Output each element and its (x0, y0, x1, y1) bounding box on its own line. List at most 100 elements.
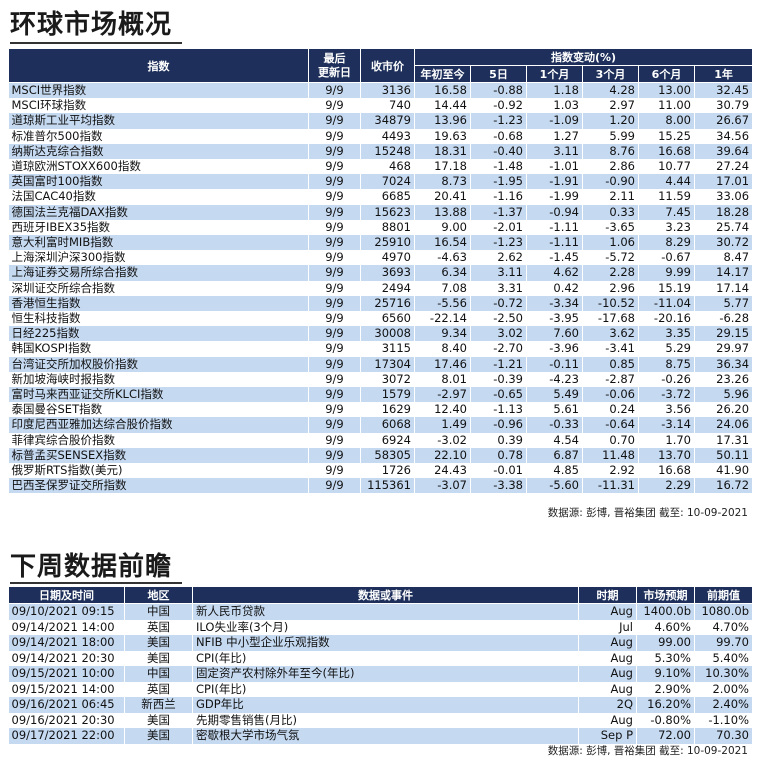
event-period: Aug (578, 712, 637, 728)
change-6m: -3.72 (638, 387, 695, 403)
change-6m: 7.45 (638, 204, 695, 220)
table-row: 纳斯达克综合指数 9/9 15248 18.31 -0.40 3.11 8.76 16.68 3… (8, 143, 754, 160)
change-3m: 2.28 (582, 265, 639, 281)
change-ytd: 13.96 (414, 113, 471, 129)
last-update: 9/9 (308, 174, 361, 190)
table-row: 韩国KOSPI指数 9/9 3115 8.40 -2.70 -3.96 -3.41 5.29 2… (8, 341, 754, 357)
event-forecast: 99.00 (636, 635, 695, 651)
table-row: 09/16/2021 20:30 美国 先期零售销售(月比) Aug -0.80% -1.… (8, 712, 753, 728)
change-1m: 3.11 (526, 143, 583, 160)
event-period: 2Q (578, 697, 637, 713)
table-row: MSCI环球指数 9/9 740 14.44 -0.92 1.03 2.97 11.00 30.… (8, 98, 754, 114)
close-value: 58305 (360, 447, 415, 464)
event-datetime: 09/10/2021 09:15 (8, 603, 125, 620)
change-1y: 8.47 (694, 250, 754, 266)
index-name: 标准普尔500指数 (8, 128, 309, 144)
table-row: 法国CAC40指数 9/9 6685 20.41 -1.16 -1.99 2.11 11.59… (8, 189, 754, 205)
event-period: Sep P (578, 728, 637, 744)
change-6m: -0.67 (638, 250, 695, 266)
event-period: Aug (578, 666, 637, 682)
close-value: 34879 (360, 113, 415, 129)
event-name: NFIB 中小型企业乐观指数 (192, 635, 579, 651)
change-5d: 0.39 (470, 432, 527, 448)
close-value: 740 (360, 98, 415, 114)
change-ytd: -22.14 (414, 311, 471, 327)
change-6m: 16.68 (638, 463, 695, 479)
change-3m: 11.48 (582, 447, 639, 464)
close-value: 468 (360, 159, 415, 175)
change-1m: 1.18 (526, 82, 583, 99)
change-1y: 50.11 (694, 447, 754, 464)
close-value: 3136 (360, 82, 415, 99)
change-6m: 3.35 (638, 326, 695, 342)
header-1m: 1个月 (526, 65, 583, 83)
change-5d: -2.50 (470, 311, 527, 327)
header-region: 地区 (124, 586, 193, 604)
index-name: 意大利富时MIB指数 (8, 235, 309, 251)
change-6m: -0.26 (638, 371, 695, 388)
change-5d: -0.65 (470, 387, 527, 403)
change-5d: -1.48 (470, 159, 527, 175)
change-3m: 8.76 (582, 143, 639, 160)
last-update: 9/9 (308, 189, 361, 205)
change-1y: 17.14 (694, 280, 754, 296)
change-5d: -2.01 (470, 219, 527, 236)
change-3m: 2.96 (582, 280, 639, 296)
change-3m: 3.62 (582, 326, 639, 342)
header-3m: 3个月 (582, 65, 639, 83)
index-name: 英国富时100指数 (8, 174, 309, 190)
change-ytd: 16.54 (414, 235, 471, 251)
change-5d: 0.78 (470, 447, 527, 464)
change-ytd: 17.46 (414, 356, 471, 372)
change-6m: 11.00 (638, 98, 695, 114)
close-value: 4493 (360, 128, 415, 144)
close-value: 1579 (360, 387, 415, 403)
change-ytd: 9.34 (414, 326, 471, 342)
change-1m: 4.54 (526, 432, 583, 448)
last-update: 9/9 (308, 387, 361, 403)
change-1m: -1.09 (526, 113, 583, 129)
change-1y: 14.17 (694, 265, 754, 281)
change-1y: 27.24 (694, 159, 754, 175)
event-region: 英国 (124, 681, 193, 697)
index-name: 纳斯达克综合指数 (8, 143, 309, 160)
event-region: 中国 (124, 603, 193, 620)
index-name: 法国CAC40指数 (8, 189, 309, 205)
close-value: 15623 (360, 204, 415, 220)
change-6m: 5.29 (638, 341, 695, 357)
index-name: 台湾证交所加权股价指数 (8, 356, 309, 372)
event-previous: 1080.0b (694, 603, 753, 620)
change-6m: -20.16 (638, 311, 695, 327)
change-3m: -10.52 (582, 295, 639, 312)
change-1m: 6.87 (526, 447, 583, 464)
change-6m: 3.23 (638, 219, 695, 236)
change-3m: -17.68 (582, 311, 639, 327)
change-5d: -1.21 (470, 356, 527, 372)
change-3m: -3.41 (582, 341, 639, 357)
change-1y: 24.06 (694, 417, 754, 433)
change-6m: 2.29 (638, 478, 695, 494)
event-name: 先期零售销售(月比) (192, 712, 579, 728)
change-1y: 25.74 (694, 219, 754, 236)
event-name: GDP年比 (192, 697, 579, 713)
change-ytd: 18.31 (414, 143, 471, 160)
change-1m: 5.61 (526, 402, 583, 418)
table-row: 德国法兰克福DAX指数 9/9 15623 13.88 -1.37 -0.94 0.33 7.… (8, 204, 754, 220)
change-1y: 5.96 (694, 387, 754, 403)
index-name: MSCI世界指数 (8, 82, 309, 99)
change-ytd: 8.73 (414, 174, 471, 190)
last-update: 9/9 (308, 219, 361, 236)
change-3m: -5.72 (582, 250, 639, 266)
change-1m: -0.11 (526, 356, 583, 372)
table-row: 标准普尔500指数 9/9 4493 19.63 -0.68 1.27 5.99 15.25 3… (8, 128, 754, 144)
index-name: 深圳证交所综合指数 (8, 280, 309, 296)
change-1m: -4.23 (526, 371, 583, 388)
change-ytd: -3.02 (414, 432, 471, 448)
event-name: 密歇根大学市场气氛 (192, 728, 579, 744)
close-value: 6924 (360, 432, 415, 448)
index-name: 印度尼西亚雅加达综合股价指数 (8, 417, 309, 433)
event-region: 美国 (124, 712, 193, 728)
event-previous: 70.30 (694, 728, 753, 744)
change-ytd: 6.34 (414, 265, 471, 281)
change-1y: 5.77 (694, 295, 754, 312)
